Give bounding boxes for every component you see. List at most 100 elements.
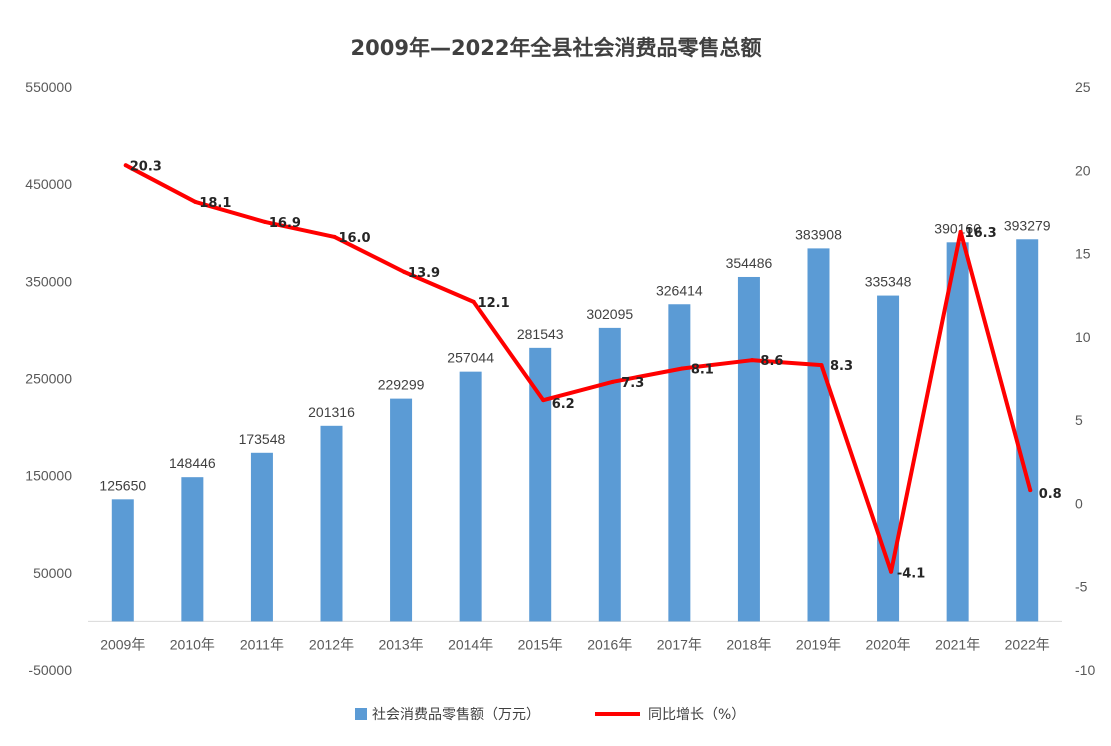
left-axis-tick-label: 350000 — [25, 273, 72, 289]
right-axis-tick-label: -5 — [1075, 579, 1088, 595]
bar-series — [111, 239, 1039, 622]
bar — [181, 477, 204, 622]
line-value-label: 16.3 — [965, 226, 997, 241]
legend: 社会消费品零售额（万元） 同比增长（%） — [355, 707, 745, 723]
x-axis-tick-label: 2009年 — [100, 636, 145, 652]
bar — [529, 347, 552, 622]
left-axis-tick-label: 150000 — [25, 468, 72, 484]
right-axis: 25 20 15 10 5 0 -5 -10 — [1075, 79, 1095, 678]
bar — [250, 452, 273, 622]
x-axis-tick-label: 2018年 — [726, 636, 771, 652]
right-axis-tick-label: 20 — [1075, 162, 1091, 178]
x-axis-tick-label: 2013年 — [378, 636, 423, 652]
line-point — [332, 234, 337, 239]
legend-line-label: 同比增长（%） — [648, 707, 745, 723]
line-value-label: 13.9 — [408, 266, 440, 281]
bar-value-label: 257044 — [447, 350, 494, 366]
bar-value-labels: 125650 148446 173548 201316 229299 257044 2815… — [99, 217, 1050, 493]
x-axis-tick-label: 2011年 — [240, 636, 284, 652]
line-point — [610, 379, 615, 384]
bar-value-label: 125650 — [99, 477, 146, 493]
line-value-label: 18.1 — [199, 196, 231, 211]
line-point — [471, 299, 476, 304]
bar-value-label: 302095 — [586, 306, 633, 322]
line-value-label: 16.9 — [269, 216, 301, 231]
left-axis-tick-label: 450000 — [25, 176, 72, 192]
bar-value-label: 383908 — [795, 226, 842, 242]
bar-value-label: 335348 — [865, 274, 912, 290]
left-axis-tick-label: 550000 — [25, 79, 72, 95]
line-value-label: 16.0 — [338, 231, 370, 246]
bar-value-label: 148446 — [169, 455, 216, 471]
line-point — [123, 163, 128, 168]
bar — [320, 425, 343, 622]
bar — [598, 327, 621, 622]
bar-value-label: 229299 — [378, 377, 425, 393]
line-point — [541, 398, 546, 403]
right-axis-tick-label: 25 — [1075, 79, 1091, 95]
bar — [1016, 239, 1039, 622]
bar — [946, 242, 969, 622]
bar — [390, 398, 413, 622]
right-axis-tick-label: 15 — [1075, 246, 1091, 262]
x-axis-tick-label: 2012年 — [309, 636, 354, 652]
line-point — [402, 269, 407, 274]
x-axis-tick-label: 2010年 — [170, 636, 215, 652]
line-value-label: 6.2 — [552, 397, 575, 412]
bar-value-label: 393279 — [1004, 217, 1051, 233]
line-point — [819, 363, 824, 368]
x-axis-tick-label: 2016年 — [587, 636, 632, 652]
line-value-label: 0.8 — [1039, 487, 1062, 502]
line-value-label: -4.1 — [897, 567, 925, 582]
left-axis-tick-label: 50000 — [33, 565, 72, 581]
line-point — [749, 358, 754, 363]
line-value-labels: 20.3 18.1 16.9 16.0 13.9 12.1 6.2 7.3 8.1 8.6 8.3 -… — [130, 159, 1062, 581]
line-value-label: 12.1 — [478, 296, 510, 311]
line-value-label: 7.3 — [621, 376, 644, 391]
x-axis-tick-label: 2017年 — [657, 636, 702, 652]
bar-value-label: 201316 — [308, 404, 355, 420]
line-value-label: 20.3 — [130, 159, 162, 174]
chart-title: 2009年—2022年全县社会消费品零售总额 — [351, 36, 762, 60]
bar — [668, 304, 691, 622]
bar — [459, 371, 482, 622]
legend-bar-label: 社会消费品零售额（万元） — [372, 707, 540, 723]
line-series — [123, 163, 1033, 574]
line-point — [680, 366, 685, 371]
legend-bar-swatch — [355, 708, 367, 720]
bar — [807, 248, 830, 622]
bar-value-label: 173548 — [239, 431, 286, 447]
line-point — [1028, 488, 1033, 493]
right-axis-tick-label: 10 — [1075, 329, 1091, 345]
x-axis-tick-label: 2020年 — [865, 636, 910, 652]
line-point — [958, 229, 963, 234]
x-axis-tick-label: 2022年 — [1005, 636, 1050, 652]
left-axis-tick-label: 250000 — [25, 371, 72, 387]
right-axis-tick-label: 5 — [1075, 412, 1083, 428]
line-point — [262, 219, 267, 224]
line-value-label: 8.3 — [830, 359, 853, 374]
bar — [737, 276, 760, 622]
growth-line — [123, 163, 1033, 574]
right-axis-tick-label: -10 — [1075, 662, 1095, 678]
bar — [877, 295, 900, 622]
bar-value-label: 281543 — [517, 326, 564, 342]
bar — [111, 499, 134, 622]
line-value-label: 8.6 — [760, 354, 783, 369]
x-axis-tick-label: 2014年 — [448, 636, 493, 652]
line-point — [889, 569, 894, 574]
left-axis-tick-label: -50000 — [28, 662, 72, 678]
x-axis-tick-label: 2021年 — [935, 636, 980, 652]
bar-value-label: 354486 — [726, 255, 773, 271]
line-value-label: 8.1 — [691, 363, 714, 378]
right-axis-tick-label: 0 — [1075, 495, 1083, 511]
x-axis-tick-label: 2015年 — [518, 636, 563, 652]
left-axis: 550000 450000 350000 250000 150000 50000 -5000… — [25, 79, 72, 678]
bar-value-label: 326414 — [656, 282, 703, 298]
bar-value-label: 390160 — [934, 220, 981, 236]
line-point — [193, 199, 198, 204]
x-axis-tick-label: 2019年 — [796, 636, 841, 652]
x-axis-labels: 2009年 2010年 2011年 2012年 2013年 2014年 2015年 2016年… — [100, 636, 1050, 652]
